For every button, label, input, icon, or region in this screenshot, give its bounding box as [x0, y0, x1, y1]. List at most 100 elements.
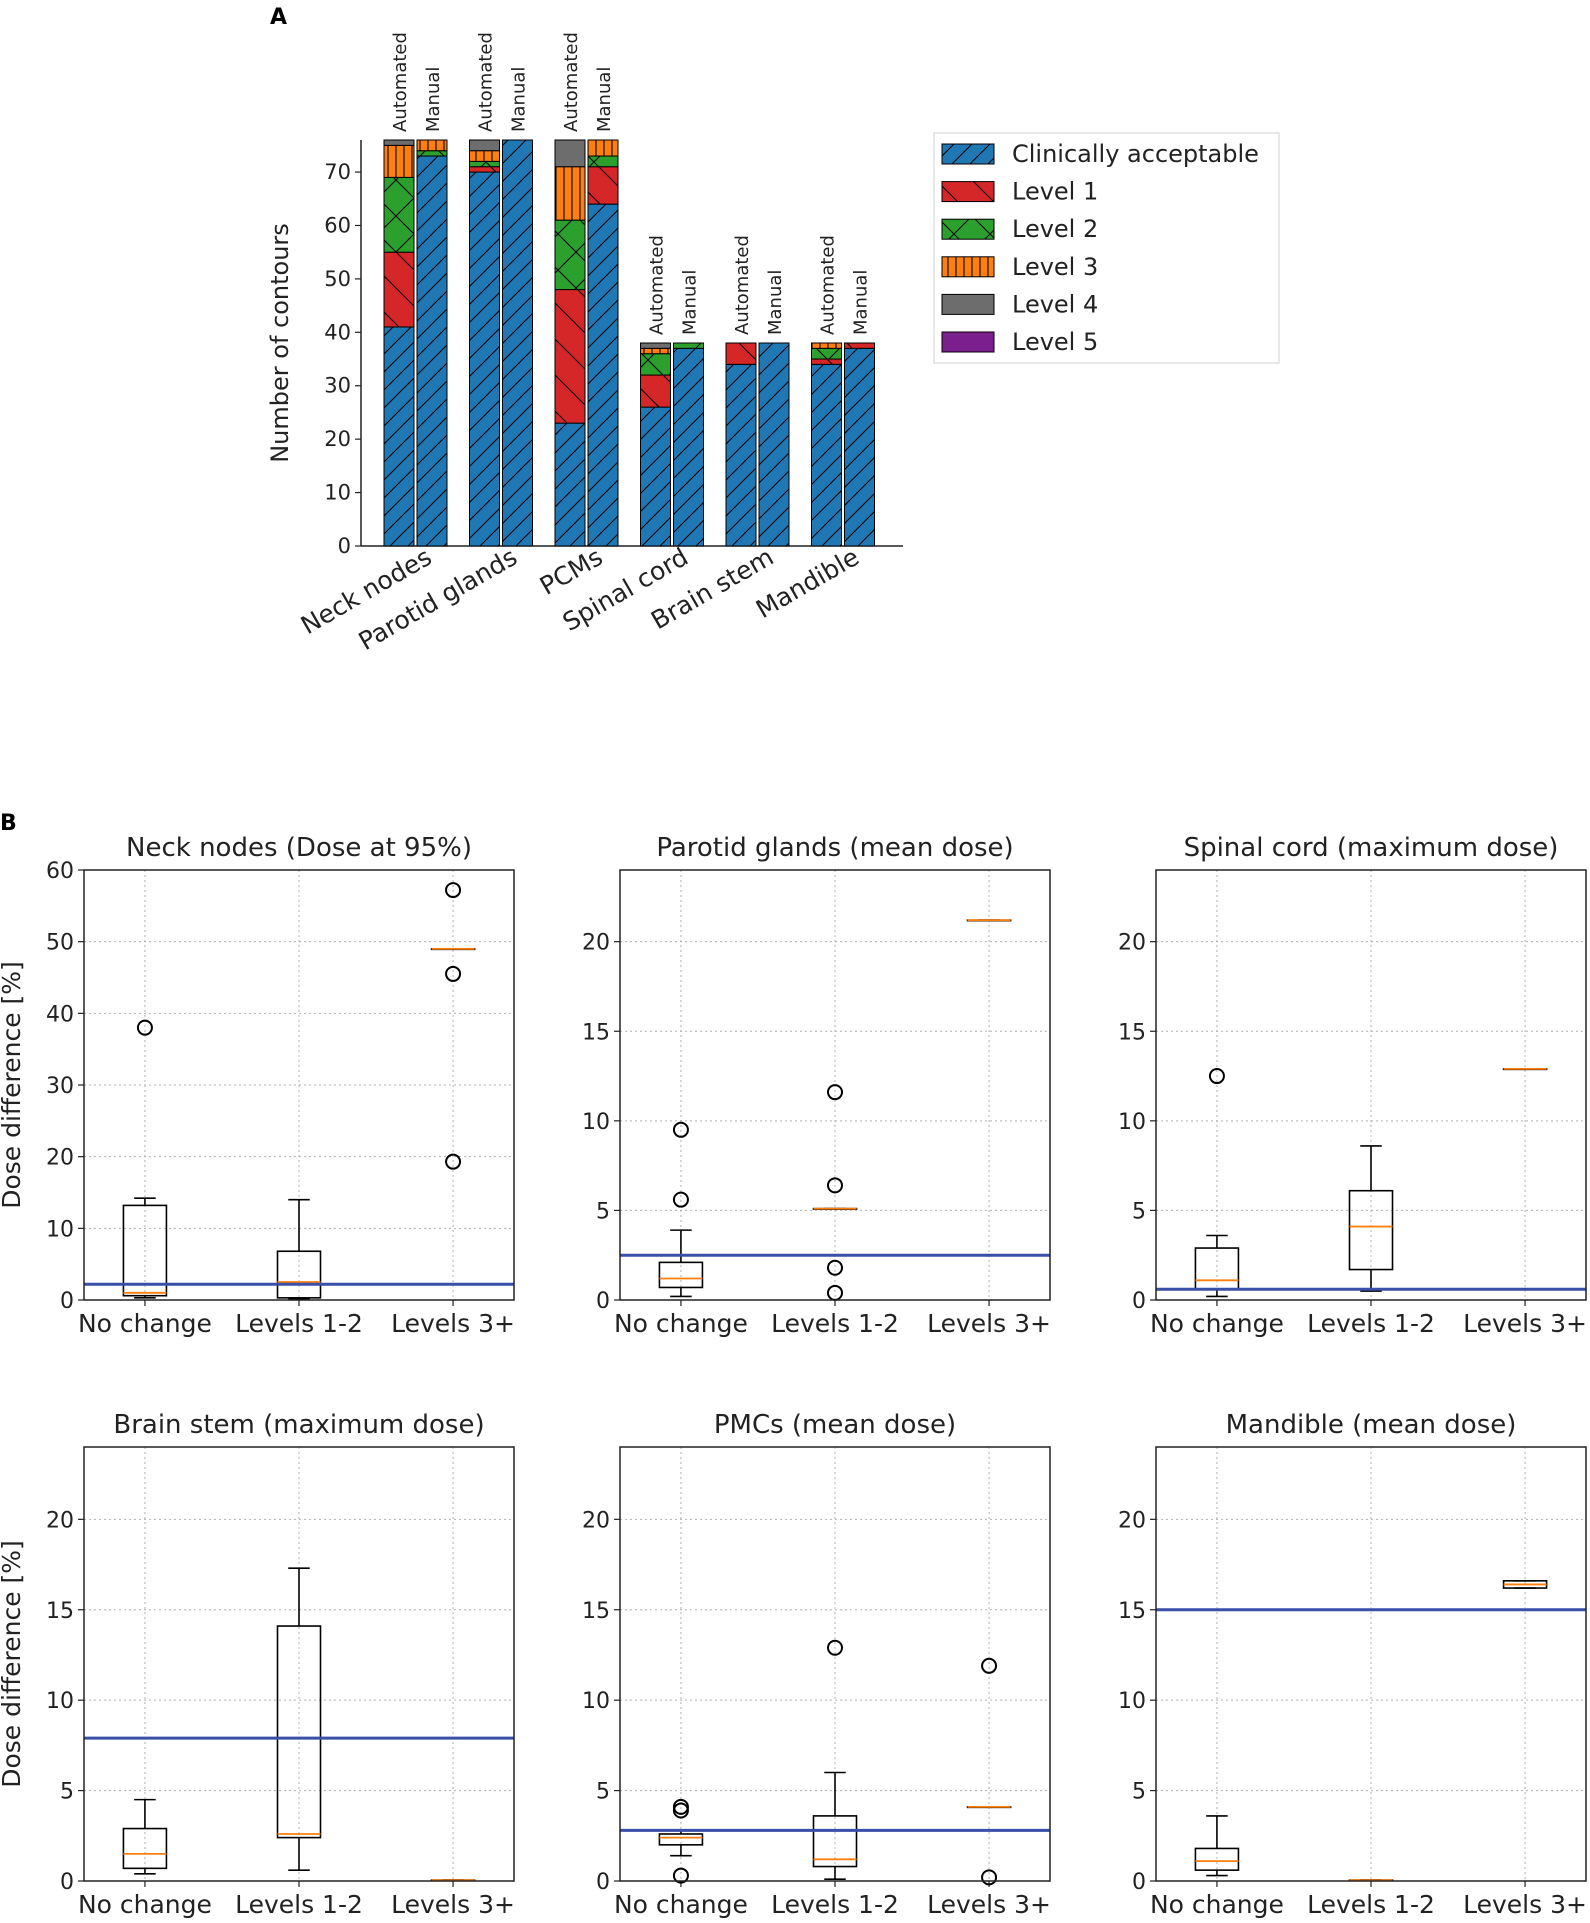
panel-title: PMCs (mean dose): [714, 1410, 956, 1440]
bar-segment: [811, 358, 842, 365]
y-tick-label: 0: [596, 1870, 610, 1895]
bar-segment: [673, 347, 704, 547]
outlier-point: [445, 882, 462, 899]
legend: Clinically acceptable Level 1 Level 2 Level…: [933, 132, 1280, 364]
plot-frame: [1155, 1446, 1587, 1882]
legend-label: Clinically acceptable: [1012, 140, 1259, 168]
y-tick-label: 10: [1118, 1110, 1146, 1135]
legend-swatch: [941, 143, 995, 165]
outlier-point: [672, 1867, 689, 1884]
y-tick-label: 20: [1118, 931, 1146, 956]
x-tick-label: Levels 3+: [1463, 1309, 1587, 1338]
y-tick-label: 15: [1118, 1020, 1146, 1045]
legend-label: Level 3: [1012, 253, 1098, 281]
bar-segment: [587, 166, 619, 205]
bar-segment: [587, 155, 619, 168]
x-tick-label: No change: [614, 1309, 748, 1338]
y-tick-label: 5: [1132, 1780, 1146, 1805]
x-tick-label: Levels 3+: [391, 1309, 515, 1338]
x-tick-label: Levels 1-2: [771, 1309, 899, 1338]
y-tick-label: 60: [46, 859, 74, 884]
box: [1502, 1580, 1548, 1589]
legend-label: Level 5: [1012, 328, 1098, 356]
plot-frame: [619, 1446, 1051, 1882]
bar-segment: [383, 139, 415, 146]
legend-label: Level 1: [1012, 178, 1098, 206]
y-tick-label: 10: [582, 1689, 610, 1714]
y-tick-label: 15: [582, 1599, 610, 1624]
bar-subgroup-label: Automated: [732, 235, 753, 335]
bar-segment: [725, 363, 757, 547]
y-tick-label: 0: [60, 1289, 74, 1314]
outlier-point: [672, 1121, 689, 1138]
bar-segment: [554, 289, 586, 424]
box: [276, 1567, 322, 1871]
bar-segment: [554, 422, 586, 547]
bar-segment: [640, 353, 671, 376]
legend-label: Level 2: [1012, 215, 1098, 243]
box-body: [276, 1625, 322, 1839]
y-axis-label: Dose difference [%]: [0, 1540, 26, 1788]
bar-segment: [844, 342, 875, 349]
legend-swatch: [941, 293, 995, 315]
legend-label: Level 4: [1012, 290, 1098, 318]
bar-segment: [811, 342, 842, 349]
x-tick-label: Levels 1-2: [771, 1890, 899, 1919]
bar-segment: [640, 347, 671, 355]
panel-title: Brain stem (maximum dose): [113, 1410, 484, 1440]
bar-subgroup-label: Automated: [476, 32, 497, 132]
y-tick-label: 20: [46, 1146, 74, 1171]
box: [122, 1019, 168, 1299]
bar-segment: [469, 166, 500, 173]
y-tick-label: 15: [46, 1599, 74, 1624]
box: [966, 919, 1012, 922]
y-tick-label: 0: [1132, 1870, 1146, 1895]
panel-title: Mandible (mean dose): [1226, 1410, 1517, 1440]
y-tick-label: 70: [324, 160, 351, 184]
panel-label-b: B: [0, 811, 17, 836]
box-body: [812, 1815, 858, 1868]
bar-subgroup-label: Manual: [851, 270, 872, 335]
outlier-point: [981, 1869, 998, 1886]
bar-subgroup-label: Manual: [765, 270, 786, 335]
x-tick-label: No change: [78, 1890, 212, 1919]
y-tick-label: 15: [582, 1020, 610, 1045]
bar-subgroup-label: Manual: [423, 67, 444, 132]
bar-segment: [554, 166, 586, 221]
y-tick-label: 0: [60, 1870, 74, 1895]
bar-segment: [469, 150, 500, 162]
bar-segment: [811, 347, 842, 360]
outlier-point: [136, 1019, 153, 1036]
x-tick-label: No change: [614, 1890, 748, 1919]
box-body: [658, 1261, 704, 1289]
y-tick-label: 0: [338, 534, 351, 558]
bar-segment: [502, 139, 533, 547]
bar-segment: [758, 342, 790, 547]
box-body: [276, 1250, 322, 1299]
box: [1194, 1068, 1240, 1298]
box-panel: 0 5 10 15 20 No change Levels 1-2 Levels 3+ Mand…: [1118, 1410, 1587, 1919]
box: [1348, 1145, 1394, 1292]
y-tick-label: 5: [60, 1780, 74, 1805]
bar-segment: [554, 219, 586, 291]
bar-segment: [640, 342, 671, 349]
y-tick-label: 10: [1118, 1689, 1146, 1714]
x-tick-label: Levels 3+: [1463, 1890, 1587, 1919]
outlier-point: [981, 1657, 998, 1674]
box-panel: 0 5 10 15 20 No change Levels 1-2 Levels 3+ Spin…: [1118, 833, 1587, 1338]
box-panel: 0 5 10 15 20 No change Levels 1-2 Levels 3+ Brai…: [0, 1410, 515, 1919]
y-axis-label: Number of contours: [266, 223, 294, 463]
plot-frame: [619, 869, 1051, 1301]
y-axis-label: Dose difference [%]: [0, 961, 26, 1209]
bar-segment: [640, 374, 671, 408]
outlier-point: [827, 1639, 843, 1656]
x-tick-label: Levels 1-2: [235, 1890, 363, 1919]
y-tick-label: 20: [582, 931, 610, 956]
bar-segment: [673, 342, 704, 349]
x-tick-label: Levels 3+: [927, 1309, 1051, 1338]
bar-subgroup-label: Automated: [647, 235, 668, 335]
box-body: [1348, 1189, 1394, 1271]
plot-frame: [83, 1446, 515, 1882]
legend-frame: [933, 132, 1280, 364]
